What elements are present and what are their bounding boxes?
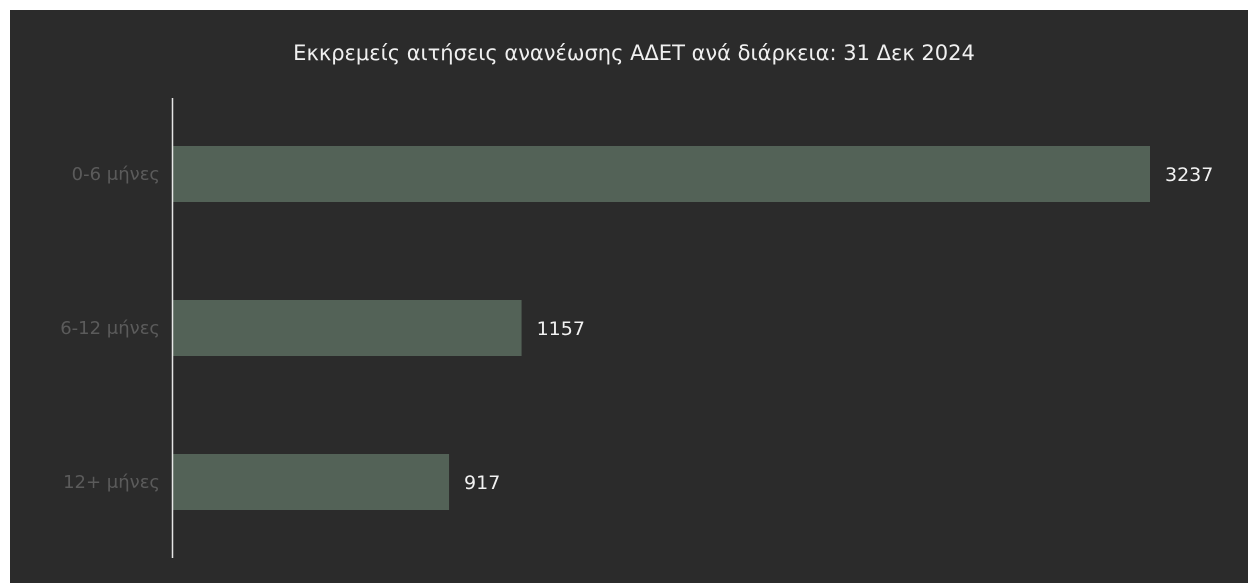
- chart-frame: Εκκρεμείς αιτήσεις ανανέωσης ΑΔΕΤ ανά δι…: [10, 10, 1248, 583]
- category-label: 6-12 μήνες: [60, 318, 160, 339]
- bar: [172, 146, 1150, 202]
- value-label: 3237: [1165, 164, 1213, 186]
- category-label: 0-6 μήνες: [72, 164, 160, 185]
- bar-chart: Εκκρεμείς αιτήσεις ανανέωσης ΑΔΕΤ ανά δι…: [60, 41, 1213, 558]
- chart-title: Εκκρεμείς αιτήσεις ανανέωσης ΑΔΕΤ ανά δι…: [293, 41, 975, 65]
- category-label: 12+ μήνες: [63, 472, 160, 493]
- value-label: 917: [464, 472, 500, 494]
- bar: [172, 454, 450, 510]
- value-label: 1157: [537, 318, 585, 340]
- bars-layer: 0-6 μήνες 3237 6-12 μήνες 1157 12+ μήνες 917: [60, 146, 1213, 510]
- bar: [172, 300, 522, 356]
